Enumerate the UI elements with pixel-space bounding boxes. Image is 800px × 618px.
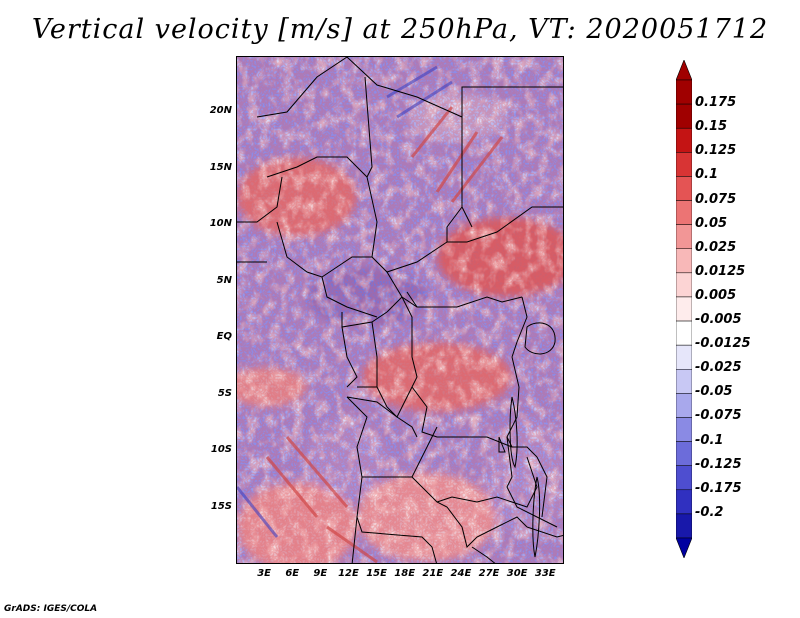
colorbar-swatch xyxy=(676,465,692,491)
colorbar-label: 0.025 xyxy=(695,239,737,255)
country-borders xyxy=(237,57,563,563)
colorbar-label: -0.2 xyxy=(695,504,724,520)
lat-label: EQ xyxy=(216,331,232,343)
lon-label: 18E xyxy=(394,568,416,579)
lat-label: 15N xyxy=(209,161,232,173)
colorbar-swatch xyxy=(676,176,692,201)
lon-label: 9E xyxy=(313,568,328,579)
colorbar-label: -0.125 xyxy=(695,456,742,472)
lakes xyxy=(498,322,556,558)
colorbar-swatch xyxy=(676,441,692,466)
credit-text: GrADS: IGES/COLA xyxy=(4,604,98,614)
lat-label: 20N xyxy=(209,105,232,117)
colorbar-label: -0.05 xyxy=(695,384,733,400)
lon-label: 33E xyxy=(534,568,556,579)
colorbar-swatch xyxy=(676,152,692,177)
colorbar-swatch xyxy=(676,369,692,394)
colorbar-label: 0.0125 xyxy=(695,263,746,279)
lat-label: 5S xyxy=(217,387,232,399)
lat-label: 15S xyxy=(210,500,232,512)
vertical-velocity-field xyxy=(237,57,563,563)
colorbar-swatch xyxy=(676,224,692,249)
lon-label: 15E xyxy=(366,568,387,579)
colorbar-label: -0.005 xyxy=(695,312,742,328)
lon-label: 3E xyxy=(257,568,271,579)
colorbar-label: -0.025 xyxy=(695,360,742,376)
colorbar-swatch xyxy=(676,320,692,346)
lon-label: 6E xyxy=(285,568,300,579)
colorbar-swatch xyxy=(676,248,692,274)
colorbar-swatch xyxy=(676,393,692,418)
colorbar-label: 0.1 xyxy=(695,167,719,183)
colorbar-swatch xyxy=(676,417,692,442)
colorbar-label: -0.0125 xyxy=(695,336,751,352)
colorbar-bottom-arrow xyxy=(676,537,692,558)
colorbar-swatch xyxy=(676,296,692,322)
colorbar-swatch xyxy=(676,344,692,370)
colorbar-label: 0.05 xyxy=(695,215,728,231)
lon-label: 24E xyxy=(450,568,472,579)
map-panel xyxy=(236,56,564,564)
colorbar-swatch xyxy=(676,489,692,515)
map-title: Vertical velocity [m/s] at 250hPa, VT: 2… xyxy=(31,14,769,45)
colorbar-swatch xyxy=(676,79,692,105)
colorbar-label: 0.005 xyxy=(695,287,737,303)
colorbar-top-arrow xyxy=(676,60,692,81)
colorbar-label: -0.075 xyxy=(695,408,742,424)
lon-label: 21E xyxy=(422,568,444,579)
colorbar-swatch xyxy=(676,103,692,129)
lat-label: 10N xyxy=(209,218,232,230)
colorbar-label: 0.175 xyxy=(695,95,737,111)
colorbar-label: 0.075 xyxy=(695,191,737,207)
colorbar-swatch xyxy=(676,513,692,539)
colorbar-label: 0.15 xyxy=(695,119,728,135)
colorbar-label: -0.1 xyxy=(695,432,724,448)
colorbar-swatch xyxy=(676,272,692,298)
lon-label: 12E xyxy=(338,568,359,579)
colorbar-label: -0.175 xyxy=(695,480,742,496)
colorbar-label: 0.125 xyxy=(695,143,737,159)
northern-streaks xyxy=(265,106,504,563)
lon-label: 30E xyxy=(506,568,528,579)
colorbar-swatch xyxy=(676,127,692,153)
lon-label: 27E xyxy=(478,568,500,579)
colorbar-swatch xyxy=(676,200,692,225)
lat-label: 5N xyxy=(216,274,232,286)
colorbar xyxy=(676,60,692,558)
lat-label: 10S xyxy=(210,444,232,456)
